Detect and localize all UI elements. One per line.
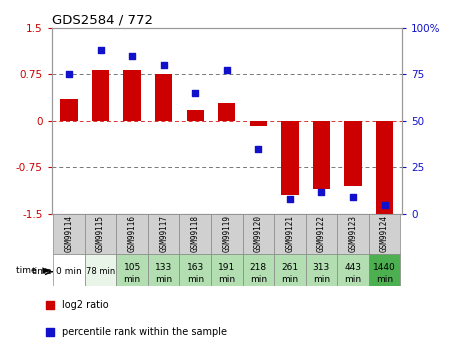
Text: min: min xyxy=(187,275,204,284)
Text: GSM99118: GSM99118 xyxy=(191,215,200,252)
Text: GSM99122: GSM99122 xyxy=(317,215,326,252)
Bar xyxy=(274,254,306,286)
Bar xyxy=(211,214,242,254)
Point xyxy=(223,68,230,73)
Text: GSM99116: GSM99116 xyxy=(128,215,136,252)
Text: GSM99124: GSM99124 xyxy=(380,215,389,252)
Point xyxy=(46,329,53,335)
Bar xyxy=(60,99,78,121)
Bar xyxy=(85,214,116,254)
Text: 163: 163 xyxy=(187,263,204,272)
Point xyxy=(318,189,325,194)
Bar xyxy=(53,214,85,254)
Text: min: min xyxy=(155,275,172,284)
Text: min: min xyxy=(313,275,330,284)
Bar xyxy=(376,121,393,214)
Text: 1440: 1440 xyxy=(373,263,396,272)
Text: 133: 133 xyxy=(155,263,172,272)
Point xyxy=(46,303,53,308)
Text: 218: 218 xyxy=(250,263,267,272)
Text: 261: 261 xyxy=(281,263,299,272)
Text: min: min xyxy=(281,275,299,284)
Bar xyxy=(306,214,337,254)
Text: GSM99115: GSM99115 xyxy=(96,215,105,252)
Point xyxy=(160,62,167,68)
Text: GSM99119: GSM99119 xyxy=(222,215,231,252)
Point xyxy=(286,196,294,202)
Bar xyxy=(306,254,337,286)
Bar xyxy=(180,214,211,254)
Bar xyxy=(123,70,141,121)
Text: 443: 443 xyxy=(344,263,361,272)
Bar xyxy=(148,254,180,286)
Text: min: min xyxy=(123,275,141,284)
Bar xyxy=(116,254,148,286)
Bar xyxy=(116,214,148,254)
Bar xyxy=(250,121,267,126)
Text: log2 ratio: log2 ratio xyxy=(62,300,109,310)
Text: min: min xyxy=(218,275,235,284)
Text: 313: 313 xyxy=(313,263,330,272)
Text: percentile rank within the sample: percentile rank within the sample xyxy=(62,327,227,337)
Bar xyxy=(242,254,274,286)
Bar xyxy=(92,70,109,121)
Text: GSM99123: GSM99123 xyxy=(348,215,357,252)
Text: 105: 105 xyxy=(123,263,141,272)
Point xyxy=(97,47,104,53)
Bar xyxy=(337,254,369,286)
Text: GSM99114: GSM99114 xyxy=(65,215,74,252)
Bar xyxy=(242,214,274,254)
Text: GDS2584 / 772: GDS2584 / 772 xyxy=(52,13,153,27)
Text: min: min xyxy=(344,275,361,284)
Bar xyxy=(344,121,361,186)
Text: GSM99120: GSM99120 xyxy=(254,215,263,252)
Bar xyxy=(281,121,299,195)
Point xyxy=(349,194,357,200)
Point xyxy=(128,53,136,58)
Bar xyxy=(313,121,330,189)
Text: 0 min: 0 min xyxy=(56,267,82,276)
Text: min: min xyxy=(376,275,393,284)
Bar xyxy=(53,254,85,286)
Point xyxy=(66,71,73,77)
Bar xyxy=(369,254,400,286)
Bar xyxy=(186,110,204,121)
Text: 78 min: 78 min xyxy=(86,267,115,276)
Bar xyxy=(148,214,180,254)
Point xyxy=(381,202,388,207)
Bar xyxy=(369,214,400,254)
Point xyxy=(255,146,262,151)
Point xyxy=(192,90,199,96)
Bar xyxy=(218,104,235,121)
Bar xyxy=(85,254,116,286)
Bar xyxy=(180,254,211,286)
Text: 191: 191 xyxy=(218,263,235,272)
Text: GSM99121: GSM99121 xyxy=(286,215,295,252)
Text: min: min xyxy=(250,275,267,284)
Bar xyxy=(155,74,172,121)
Bar xyxy=(274,214,306,254)
Bar xyxy=(337,214,369,254)
Text: time  ▶: time ▶ xyxy=(16,266,49,275)
Text: time: time xyxy=(32,267,53,276)
Bar xyxy=(211,254,242,286)
Text: GSM99117: GSM99117 xyxy=(159,215,168,252)
